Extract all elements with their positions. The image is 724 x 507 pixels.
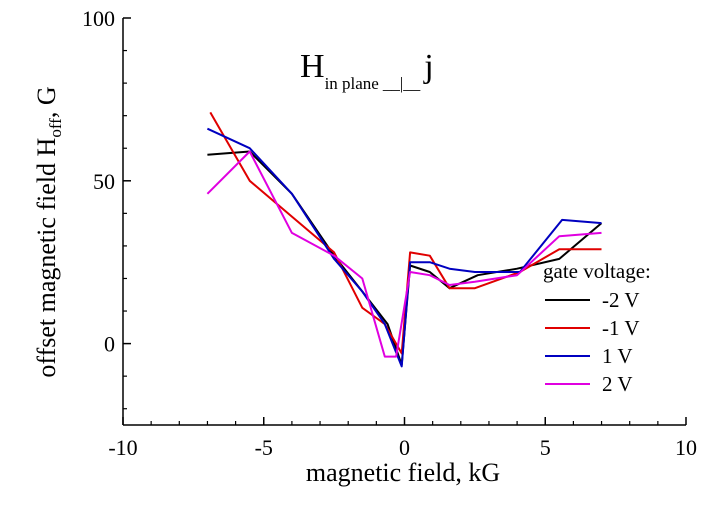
annotation: Hin plane __|__ j <box>300 48 434 93</box>
annotation-tail: j <box>423 48 433 85</box>
legend-label: -1 V <box>602 316 640 340</box>
legend-title: gate voltage: <box>543 259 651 283</box>
y-axis-title: offset magnetic field Hoff, G <box>32 86 65 377</box>
y-tick-label: 0 <box>104 332 115 357</box>
x-axis-title: magnetic field, kG <box>306 458 500 487</box>
x-tick-label: -10 <box>108 435 137 460</box>
x-tick-label: 0 <box>399 435 410 460</box>
series-line-2V <box>206 150 602 358</box>
series-group <box>206 111 603 368</box>
annotation-main: H <box>300 48 325 85</box>
annotation-subscript: in plane <box>325 74 379 93</box>
x-tick-label: 10 <box>675 435 697 460</box>
y-tick-label: 50 <box>93 169 115 194</box>
axes: 0 50 100 -10 -5 0 5 10 <box>82 6 697 460</box>
legend-label: -2 V <box>602 288 640 312</box>
y-axis-title-prefix: offset magnetic field H <box>32 137 61 377</box>
y-tick-label: 100 <box>82 6 115 31</box>
legend-label: 1 V <box>602 344 633 368</box>
legend-label: 2 V <box>602 372 633 396</box>
x-tick-label: -5 <box>255 435 273 460</box>
legend: gate voltage: -2 V -1 V 1 V 2 V <box>543 259 651 396</box>
annotation-relation: __|__ <box>382 74 421 93</box>
x-tick-label: 5 <box>540 435 551 460</box>
series-line-1V <box>206 127 602 368</box>
y-axis-title-subscript: off <box>46 118 65 138</box>
y-axis-title-suffix: , G <box>32 86 61 118</box>
